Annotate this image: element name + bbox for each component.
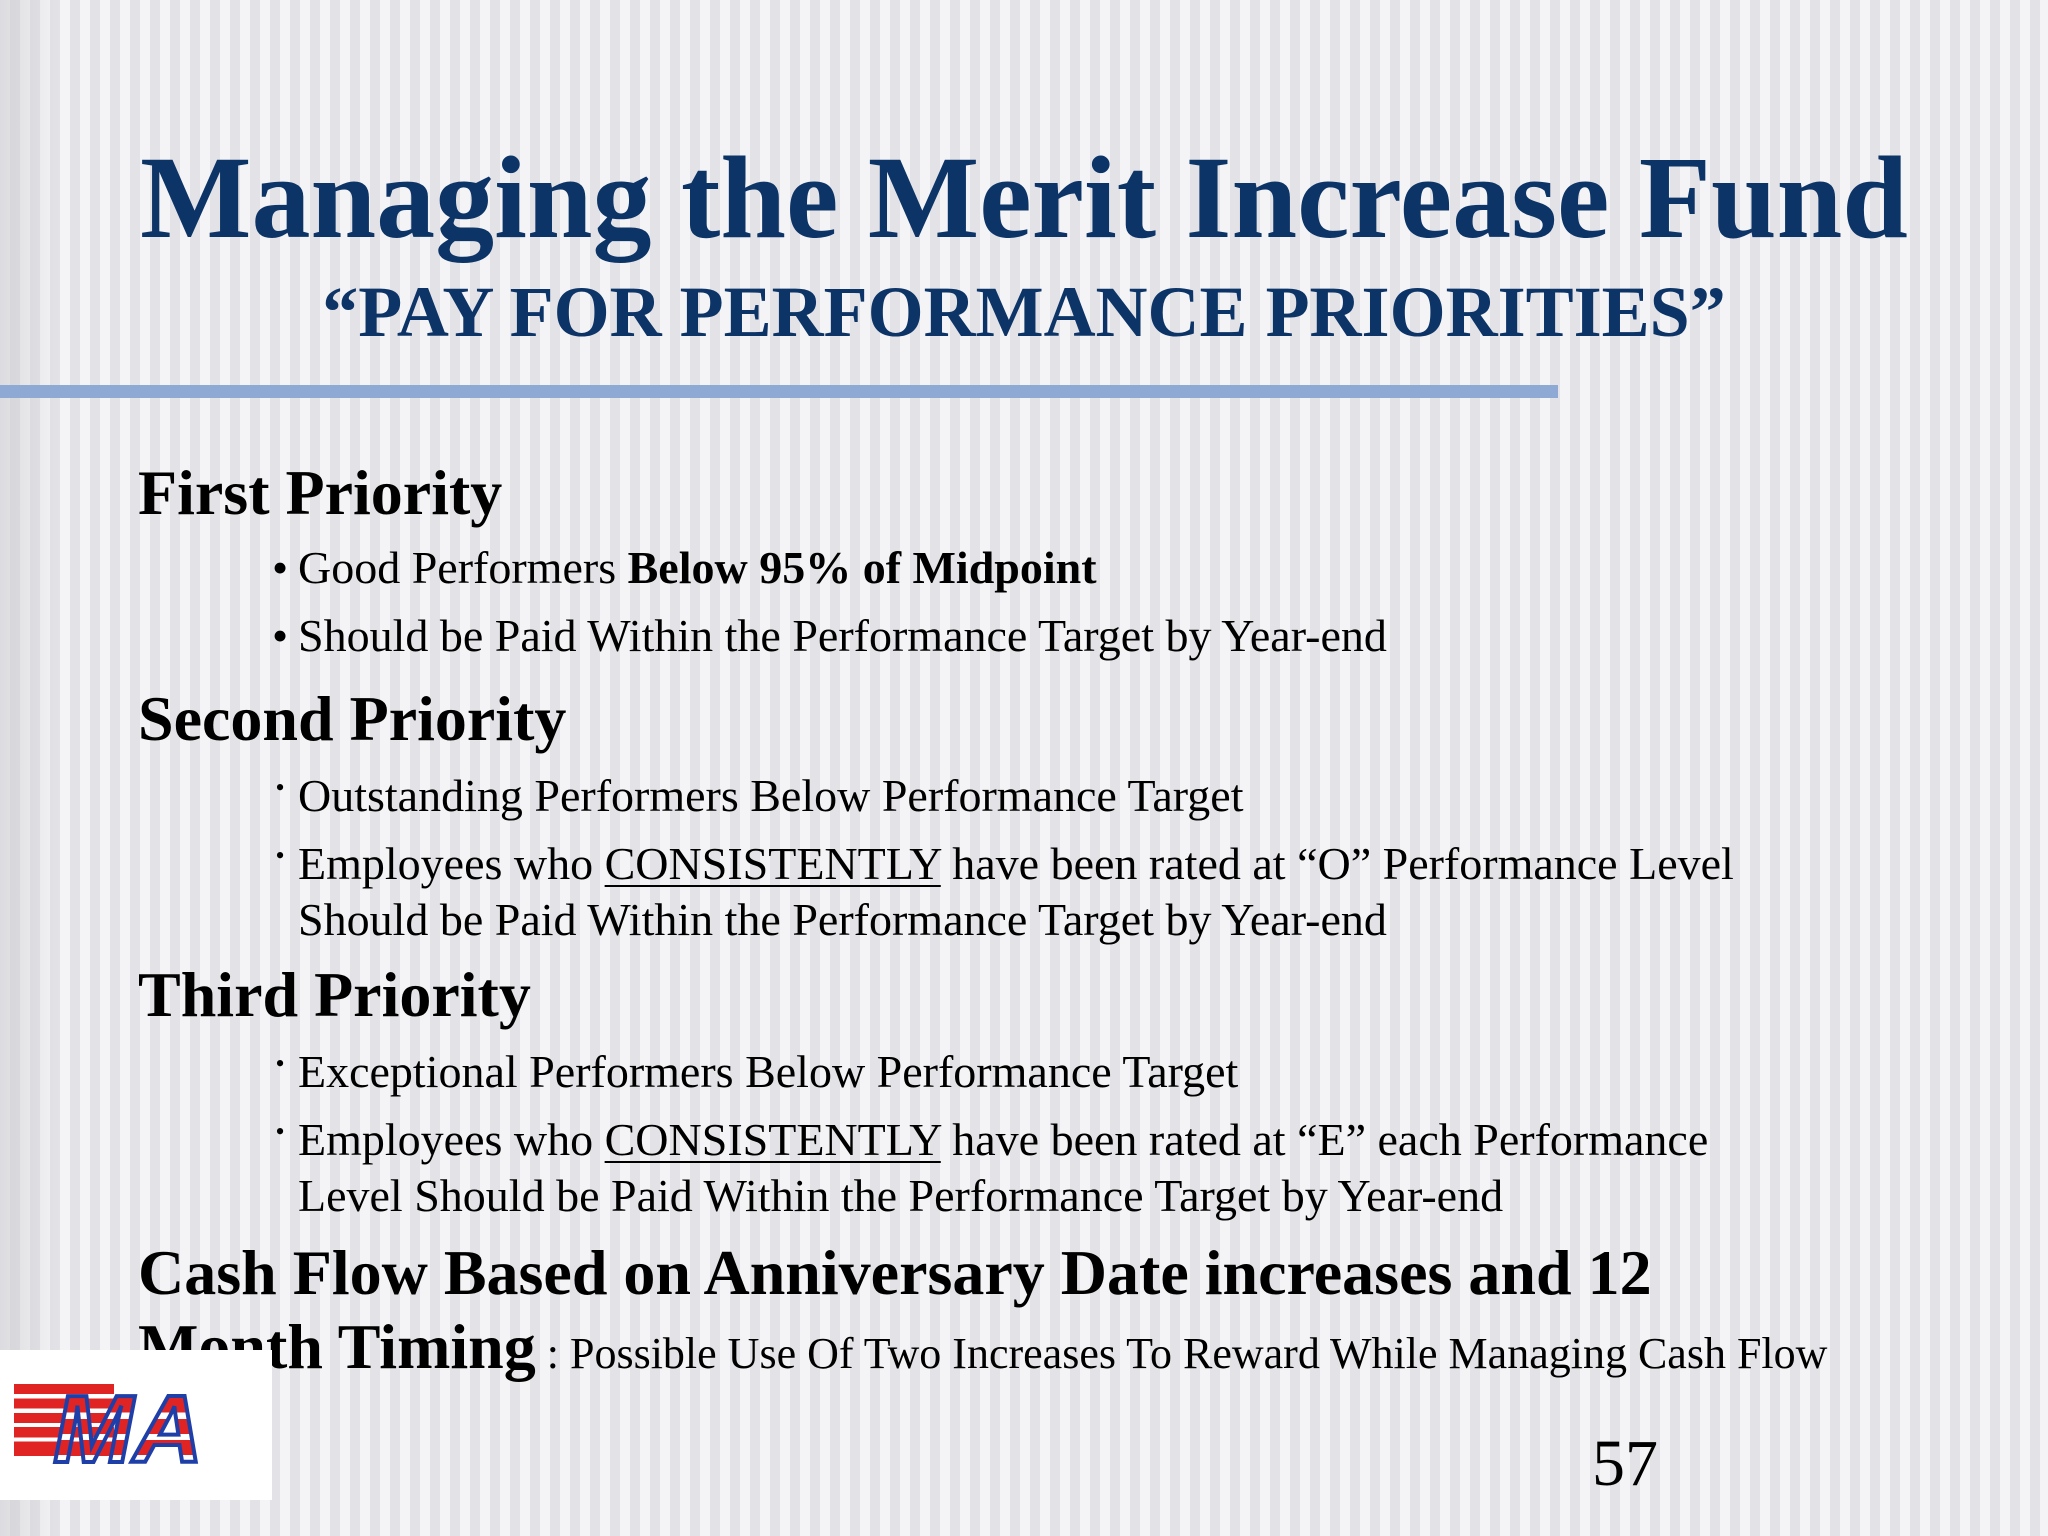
first-priority-heading: First Priority <box>138 457 503 528</box>
slide-subtitle: “PAY FOR PERFORMANCE PRIORITIES” <box>322 272 1726 352</box>
second-priority-heading: Second Priority <box>138 683 567 754</box>
bullet-icon: • <box>271 610 289 661</box>
cash-flow-heading: Cash Flow Based on Anniversary Date incr… <box>138 1237 1652 1308</box>
company-logo: MA <box>0 1350 272 1500</box>
third-priority-heading: Third Priority <box>138 959 531 1030</box>
second-priority-item-2: • Employees who CONSISTENTLY have been ra… <box>275 836 1733 948</box>
ma-logo-icon: MA <box>14 1374 205 1485</box>
bullet-icon: • <box>275 1049 285 1078</box>
third-priority-item-2: • Employees who CONSISTENTLY have been ra… <box>275 1112 1708 1224</box>
first-priority-item-1: • Good Performers Below 95% of Midpoint <box>272 540 1097 596</box>
svg-text:MA: MA <box>53 1376 202 1483</box>
cash-flow-timing: Month Timing : Possible Use Of Two Incre… <box>138 1311 1828 1382</box>
title-divider <box>0 385 1558 398</box>
second-priority-item-1: • Outstanding Performers Below Performanc… <box>275 768 1243 824</box>
bullet-icon: • <box>275 773 285 802</box>
first-priority-item-2: • Should be Paid Within the Performance T… <box>272 608 1387 664</box>
bullet-icon: • <box>271 542 289 593</box>
slide-title: Managing the Merit Increase Fund <box>140 132 1908 263</box>
third-priority-item-1: • Exceptional Performers Below Performanc… <box>275 1044 1238 1100</box>
bullet-icon: • <box>275 1117 285 1146</box>
page-number: 57 <box>1592 1427 1658 1500</box>
bullet-icon: • <box>275 841 285 870</box>
background-shade <box>0 0 60 1536</box>
